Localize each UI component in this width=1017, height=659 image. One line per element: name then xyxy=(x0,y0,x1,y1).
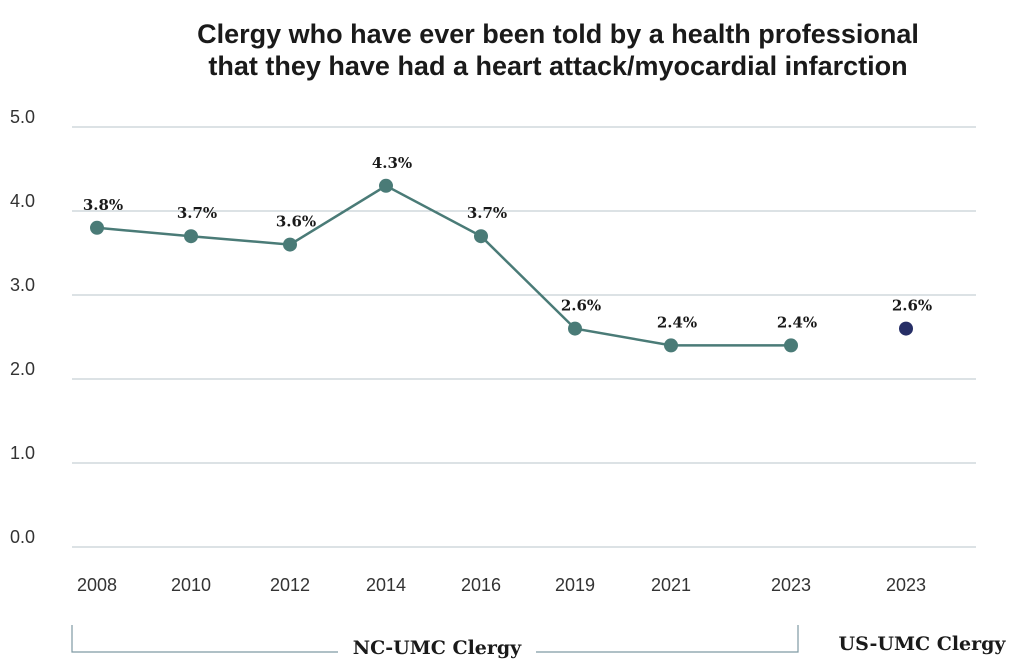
line xyxy=(96,184,791,347)
x-tick-label: 2023 xyxy=(886,575,926,595)
data-label: 3.6% xyxy=(276,213,316,231)
x-tick-label: 2010 xyxy=(171,575,211,595)
x-tick-label: 2012 xyxy=(270,575,310,595)
y-tick-label: 3.0 xyxy=(10,275,35,295)
point xyxy=(283,237,297,252)
point xyxy=(899,321,913,336)
y-tick-label: 0.0 xyxy=(10,527,35,547)
x-tick-label: 2021 xyxy=(651,575,691,595)
chart-title: Clergy who have ever been told by a heal… xyxy=(197,19,919,49)
data-label: 4.3% xyxy=(372,154,412,172)
y-tick-label: 4.0 xyxy=(10,191,35,211)
point xyxy=(664,338,678,353)
x-tick-label: 2019 xyxy=(555,575,595,595)
data-label: 2.6% xyxy=(561,297,601,315)
data-label: 3.7% xyxy=(177,204,217,222)
data-label: 3.7% xyxy=(467,204,507,222)
point xyxy=(568,321,582,336)
data-label: 3.8% xyxy=(83,196,123,214)
bracket xyxy=(536,625,799,653)
bracket xyxy=(71,625,338,653)
x-tick-label: 2008 xyxy=(77,575,117,595)
y-tick-label: 2.0 xyxy=(10,359,35,379)
group-label: US-UMC Clergy xyxy=(839,633,1007,655)
data-label: 2.4% xyxy=(657,313,697,331)
point xyxy=(474,229,488,244)
x-tick-label: 2016 xyxy=(461,575,501,595)
point xyxy=(379,178,393,193)
chart-subtitle: that they have had a heart attack/myocar… xyxy=(208,51,907,81)
x-tick-label: 2014 xyxy=(366,575,406,595)
y-tick-label: 5.0 xyxy=(10,107,35,127)
data-label: 2.4% xyxy=(777,313,817,331)
data-label: 2.6% xyxy=(892,297,932,315)
x-tick-label: 2023 xyxy=(771,575,811,595)
point xyxy=(90,220,104,235)
point xyxy=(184,229,198,244)
group-label: NC-UMC Clergy xyxy=(353,637,522,659)
point xyxy=(784,338,798,353)
y-tick-label: 1.0 xyxy=(10,443,35,463)
